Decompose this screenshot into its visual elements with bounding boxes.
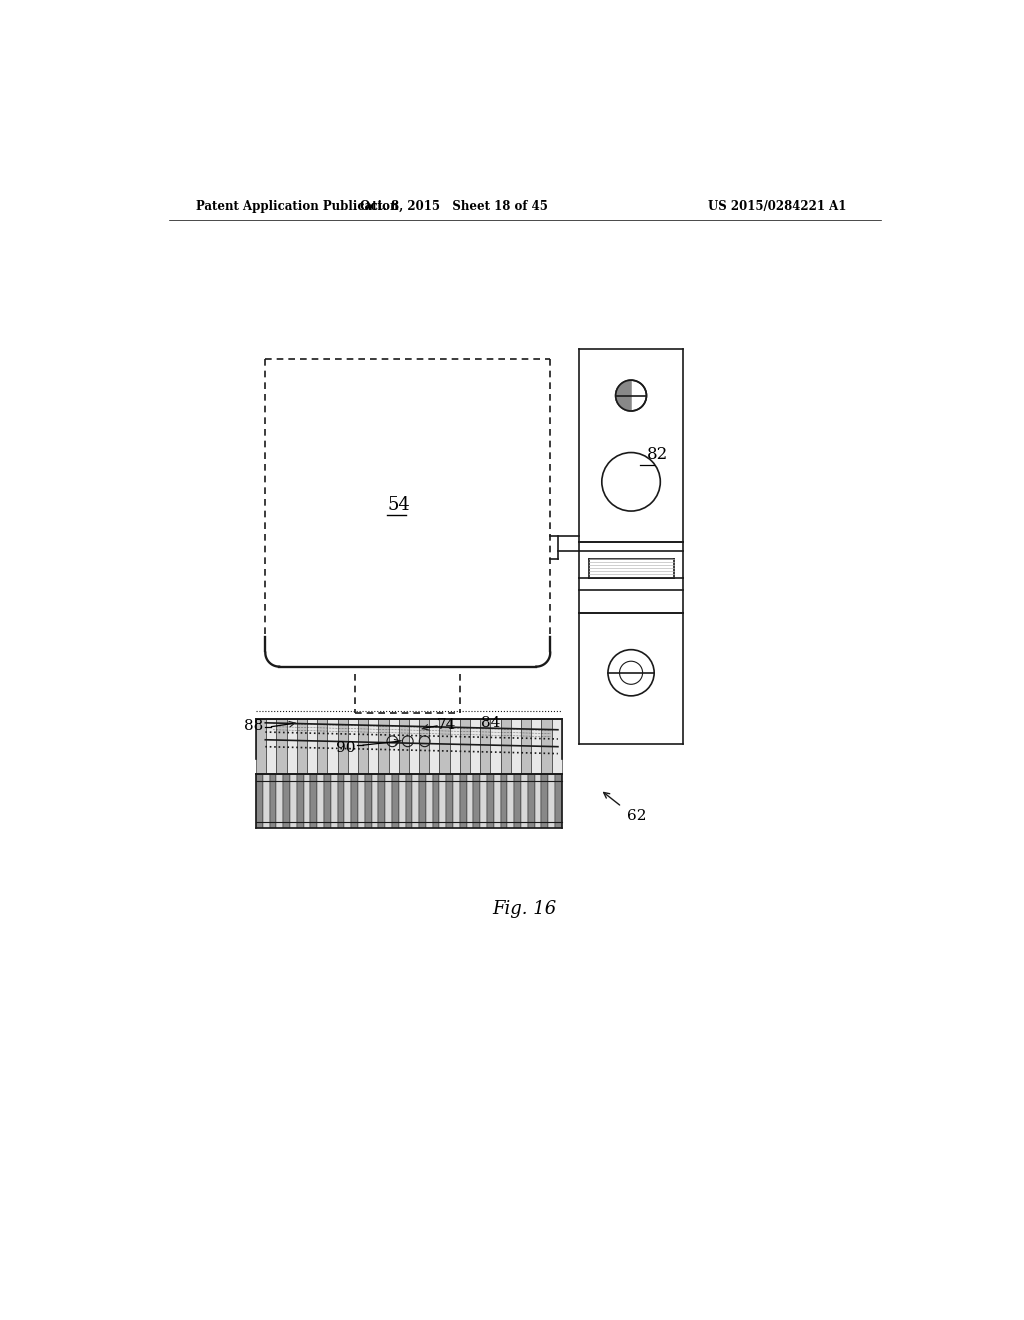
Bar	[531, 719, 542, 775]
Bar	[490, 719, 501, 775]
Bar	[351, 775, 358, 829]
Bar	[372, 775, 378, 829]
Bar	[398, 719, 409, 775]
Bar	[439, 719, 450, 775]
Bar	[263, 775, 269, 829]
Bar	[508, 775, 514, 829]
Bar	[527, 775, 535, 829]
Bar	[369, 719, 378, 775]
Bar	[328, 719, 338, 775]
Bar	[473, 775, 480, 829]
Bar	[429, 719, 439, 775]
Bar	[521, 775, 527, 829]
Bar	[276, 775, 284, 829]
Bar	[365, 775, 372, 829]
Bar	[388, 719, 398, 775]
Text: 90: 90	[336, 742, 355, 755]
Bar	[310, 775, 317, 829]
Bar	[501, 719, 511, 775]
Text: Fig. 16: Fig. 16	[493, 900, 557, 919]
Bar	[378, 719, 388, 775]
Bar	[433, 775, 439, 829]
Bar	[406, 775, 413, 829]
Bar	[467, 775, 473, 829]
Bar	[542, 775, 548, 829]
Bar	[413, 775, 419, 829]
Bar	[304, 775, 310, 829]
Bar	[266, 719, 276, 775]
Text: 74: 74	[437, 718, 457, 733]
Bar	[287, 719, 297, 775]
Bar	[487, 775, 494, 829]
Bar	[392, 775, 398, 829]
Bar	[470, 719, 480, 775]
Bar	[344, 775, 351, 829]
Text: 82: 82	[646, 446, 668, 463]
Bar	[297, 719, 307, 775]
Text: 88: 88	[244, 719, 263, 733]
Bar	[398, 775, 406, 829]
Text: US 2015/0284221 A1: US 2015/0284221 A1	[708, 199, 847, 213]
Bar	[338, 775, 344, 829]
Bar	[552, 719, 562, 775]
Bar	[453, 775, 460, 829]
Bar	[378, 775, 385, 829]
Bar	[385, 775, 392, 829]
Bar	[419, 775, 426, 829]
Bar	[542, 719, 552, 775]
Bar	[269, 775, 276, 829]
Bar	[521, 719, 531, 775]
Bar	[348, 719, 358, 775]
Bar	[256, 719, 266, 775]
Bar	[324, 775, 331, 829]
Text: Patent Application Publication: Patent Application Publication	[196, 199, 398, 213]
Bar	[276, 719, 287, 775]
Bar	[338, 719, 348, 775]
Bar	[317, 775, 324, 829]
Bar	[450, 719, 460, 775]
Bar	[317, 719, 328, 775]
Bar	[256, 775, 263, 829]
Bar	[480, 719, 490, 775]
Bar	[511, 719, 521, 775]
Polygon shape	[615, 380, 631, 411]
Text: Oct. 8, 2015   Sheet 18 of 45: Oct. 8, 2015 Sheet 18 of 45	[360, 199, 548, 213]
Bar	[409, 719, 419, 775]
Bar	[290, 775, 297, 829]
Bar	[555, 775, 562, 829]
Text: 62: 62	[628, 809, 647, 824]
Bar	[494, 775, 501, 829]
Text: 84: 84	[481, 715, 501, 730]
Bar	[297, 775, 304, 829]
Bar	[307, 719, 317, 775]
Bar	[460, 719, 470, 775]
Circle shape	[615, 380, 646, 411]
Bar	[419, 719, 429, 775]
Bar	[439, 775, 446, 829]
Text: 54: 54	[387, 496, 410, 513]
Bar	[501, 775, 508, 829]
Bar	[460, 775, 467, 829]
Bar	[426, 775, 433, 829]
Bar	[446, 775, 453, 829]
Bar	[358, 775, 365, 829]
Bar	[358, 719, 369, 775]
Bar	[480, 775, 487, 829]
Bar	[284, 775, 290, 829]
Bar	[331, 775, 338, 829]
Bar	[514, 775, 521, 829]
Bar	[548, 775, 555, 829]
Bar	[535, 775, 542, 829]
Circle shape	[608, 649, 654, 696]
